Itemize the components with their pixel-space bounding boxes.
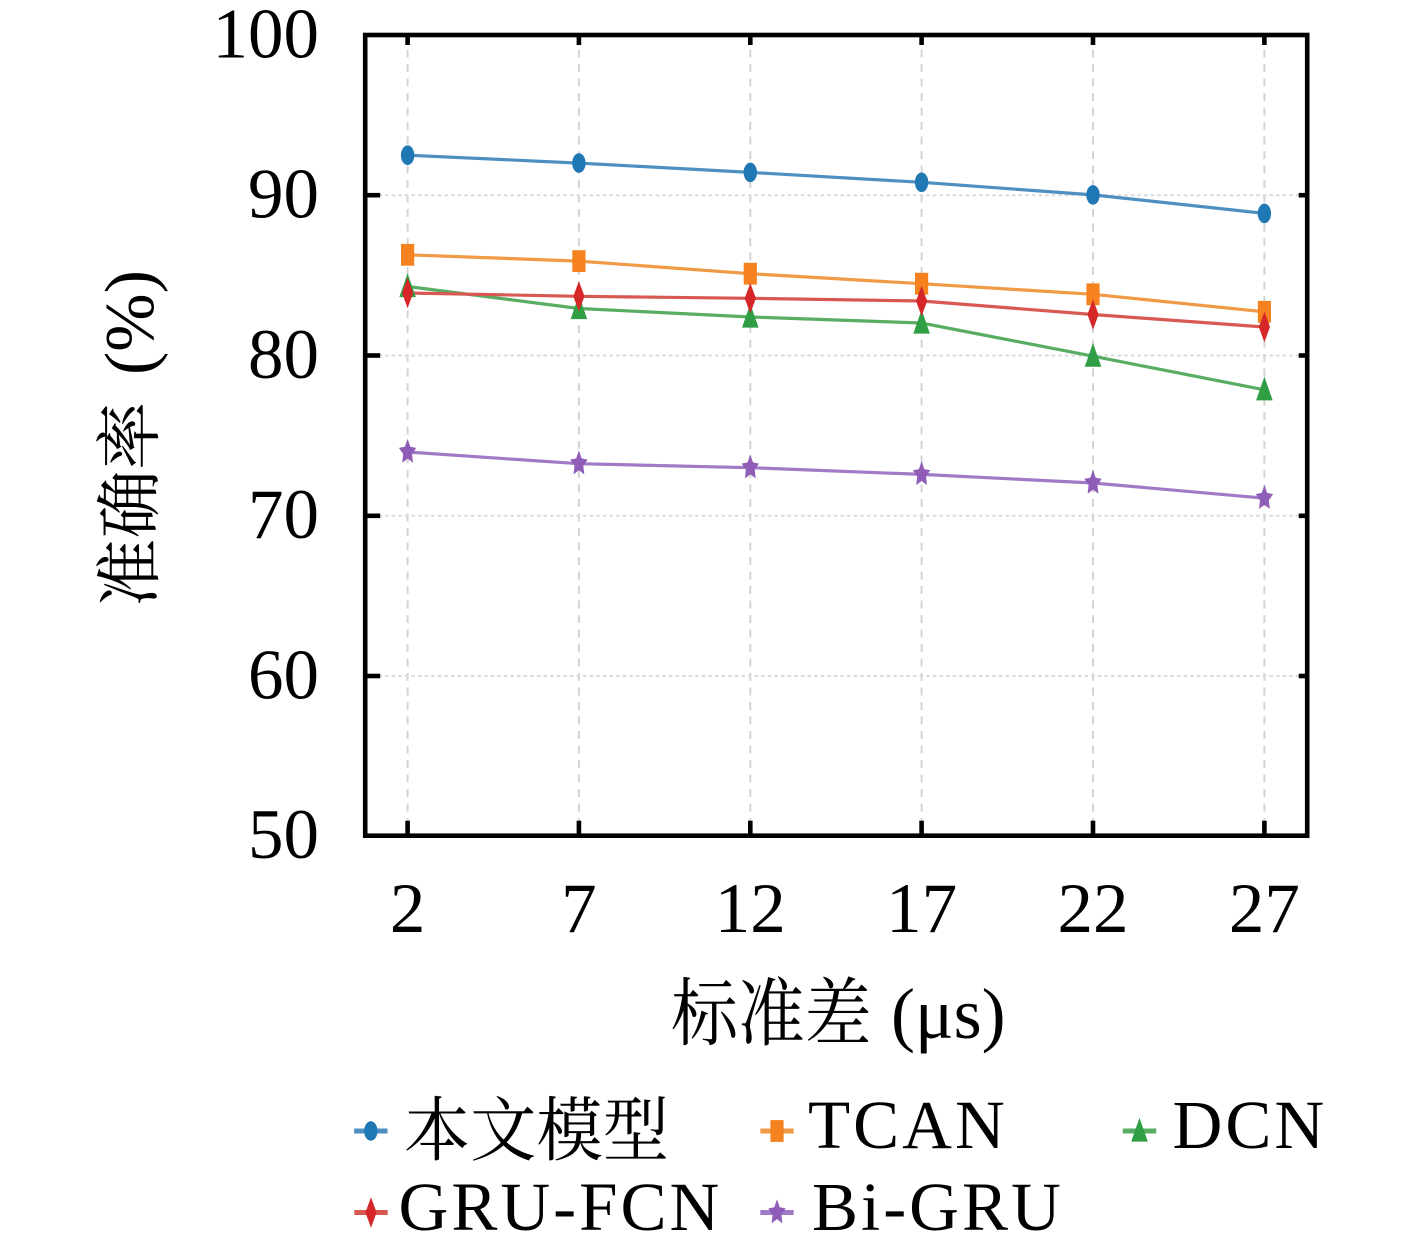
svg-text:12: 12 [715, 870, 786, 948]
svg-text:70: 70 [248, 476, 319, 554]
svg-text:GRU-FCN: GRU-FCN [399, 1169, 723, 1245]
svg-text:Bi-GRU: Bi-GRU [812, 1169, 1064, 1245]
svg-text:80: 80 [248, 316, 319, 394]
svg-text:90: 90 [248, 156, 319, 234]
svg-text:(%): (%) [92, 270, 169, 375]
svg-text:50: 50 [248, 796, 319, 874]
svg-text:TCAN: TCAN [808, 1087, 1008, 1163]
svg-text:7: 7 [561, 870, 597, 948]
svg-text:2: 2 [390, 870, 426, 948]
svg-text:(μs): (μs) [891, 974, 1006, 1054]
svg-text:17: 17 [886, 870, 957, 948]
svg-text:100: 100 [213, 0, 320, 73]
svg-text:22: 22 [1058, 870, 1129, 948]
svg-text:DCN: DCN [1173, 1087, 1328, 1163]
svg-text:27: 27 [1229, 870, 1300, 948]
svg-text:60: 60 [248, 636, 319, 714]
